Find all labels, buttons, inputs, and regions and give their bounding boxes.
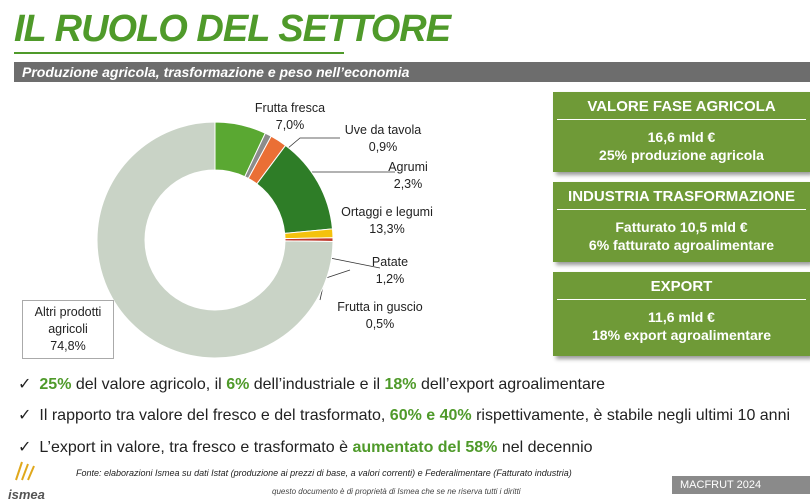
slice-label: Ortaggi e legumi 13,3% [341,204,433,238]
bullet: ✓ L’export in valore, tra fresco e trasf… [18,437,593,457]
category-name: Patate [371,255,409,269]
value-label: 74,8% [50,339,86,353]
highlight: 60% e 40% [389,407,472,424]
highlight: 25% [39,376,72,393]
box-title: VALORE FASE AGRICOLA [557,92,806,120]
box-title: INDUSTRIA TRASFORMAZIONE [557,182,806,210]
bullet-text: dell’industriale e il [249,376,385,393]
bullet-text: rispettivamente, è stabile negli ultimi … [471,407,791,424]
box-title: EXPORT [557,272,806,300]
box-body: 11,6 mld € 18% export agroalimentare [553,300,810,344]
box-line: 6% fatturato agroalimentare [588,237,775,253]
donut-slice [96,121,334,359]
category-name: Frutta in guscio [337,300,423,314]
donut-chart [96,121,395,359]
subtitle-bar: Produzione agricola, trasformazione e pe… [14,62,810,82]
slice-label: Uve da tavola 0,9% [345,122,421,156]
highlight: aumentato del 58% [352,439,498,456]
logo-mark [15,461,35,481]
category-name: Frutta fresca [254,101,326,115]
bullet: ✓ 25% del valore agricolo, il 6% dell’in… [18,374,605,394]
bullet: ✓ Il rapporto tra valore del fresco e de… [18,405,790,425]
slice-label: Patate 1,2% [372,254,408,288]
slice-label: Agrumi 2,3% [388,159,428,193]
slice-label: Altri prodotti agricoli 74,8% [22,300,114,359]
category-name: Uve da tavola [344,123,422,137]
box-body: Fatturato 10,5 mld € 6% fatturato agroali… [553,210,810,254]
check-mark: ✓ [18,439,40,456]
value-label: 1,2% [375,272,405,286]
check-mark: ✓ [18,376,40,393]
bullet-text: dell’export agroalimentare [416,376,606,393]
box-line: 11,6 mld € [648,309,715,325]
box-line: 16,6 mld € [647,129,716,145]
source: Fonte: elaborazioni Ismea su dati Istat … [76,468,572,478]
ownership: questo documento è di proprietà di Ismea… [272,487,521,496]
slide-title: IL RUOLO DEL SETTORE [14,8,451,50]
highlight: 6% [226,376,250,393]
bullet-text: Il rapporto tra valore del fresco e del … [39,407,390,424]
title-rule [14,52,344,54]
info-box: VALORE FASE AGRICOLA 16,6 mld € 25% produz… [553,92,810,172]
bullet-text: nel decennio [497,439,593,456]
info-box: EXPORT 11,6 mld € 18% export agroalimentar… [553,272,810,356]
logo: ismea [8,458,50,502]
bullet-text: L’export in valore, tra fresco e trasfor… [39,439,353,456]
logo-text: ismea [8,487,45,502]
slice-label: Frutta in guscio 0,5% [337,299,422,333]
value-label: 0,9% [368,140,398,154]
box-line: Fatturato 10,5 mld € [615,219,748,235]
category-name: Altri prodotti agricoli [34,305,102,336]
category-name: Ortaggi e legumi [341,205,433,219]
box-line: 25% produzione agricola [599,147,764,163]
info-box: INDUSTRIA TRASFORMAZIONE Fatturato 10,5 m… [553,182,810,262]
value-label: 2,3% [393,177,423,191]
subtitle: Produzione agricola, trasformazione e pe… [22,64,410,80]
highlight: 18% [384,376,417,393]
check-mark: ✓ [18,407,40,424]
value-label: 7,0% [275,118,305,132]
box-body: 16,6 mld € 25% produzione agricola [553,120,810,164]
event: MACFRUT 2024 [672,476,810,494]
box-line: 18% export agroalimentare [592,327,771,343]
slice-label: Frutta fresca 7,0% [255,100,325,134]
value-label: 0,5% [365,317,395,331]
bullet-text: del valore agricolo, il [71,376,227,393]
category-name: Agrumi [388,160,428,174]
value-label: 13,3% [369,222,405,236]
